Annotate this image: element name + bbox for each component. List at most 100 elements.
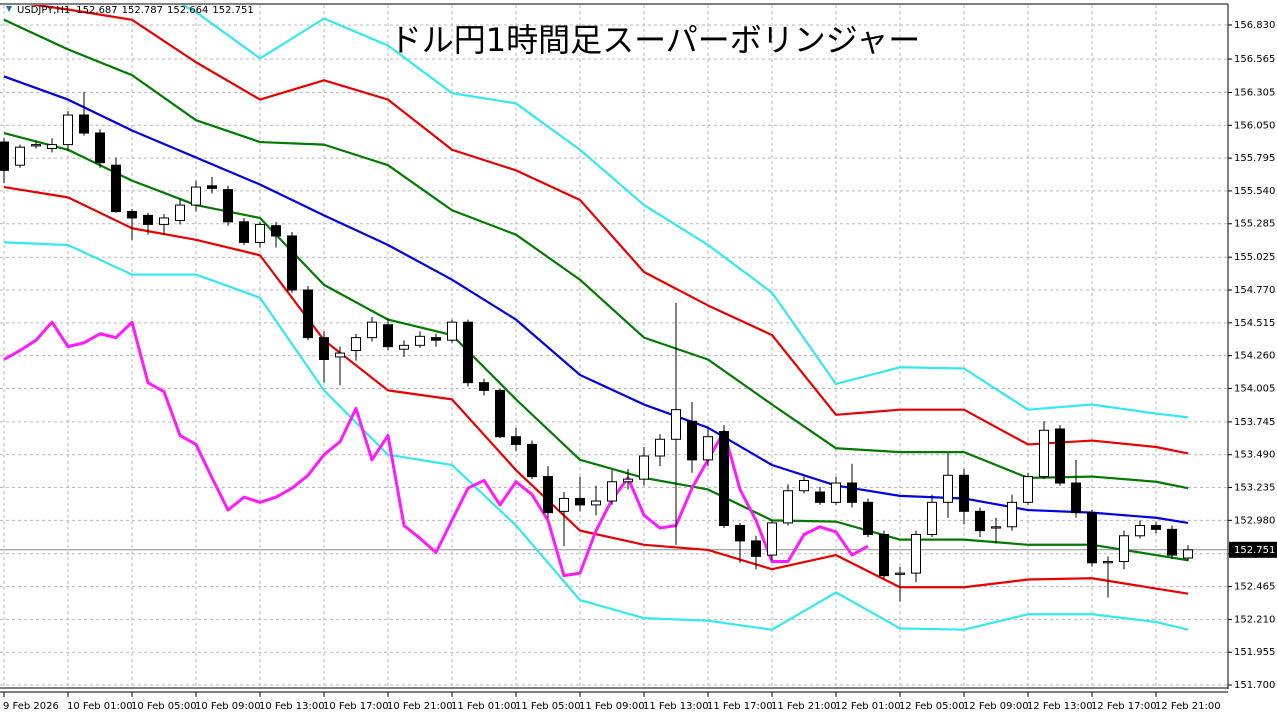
x-tick-label: 12 Feb 13:00 [1027, 701, 1093, 712]
x-tick-label: 12 Feb 21:00 [1155, 701, 1221, 712]
candle-body [559, 497, 569, 512]
x-tick-label: 10 Feb 05:00 [131, 701, 197, 712]
x-tick-label: 11 Feb 21:00 [771, 701, 837, 712]
candle-body [639, 455, 649, 480]
band-line [180, 5, 1189, 419]
candle-body [351, 337, 361, 351]
y-tick-label: 154.515 [1234, 318, 1275, 329]
y-tick-label: 155.285 [1234, 219, 1275, 230]
candle-body [831, 482, 841, 503]
candle-body [1007, 501, 1017, 528]
candle-body [751, 540, 761, 557]
y-tick-label: 152.980 [1234, 515, 1275, 526]
axes: 156.830 156.565 156.305 156.050 155.795 155.5… [0, 3, 1277, 712]
y-tick-label: 152.210 [1234, 614, 1275, 625]
candle-body [879, 533, 889, 577]
y-tick-label: 155.540 [1234, 186, 1275, 197]
band-line [3, 18, 1189, 490]
candle-body [1087, 512, 1097, 564]
band-line [28, 5, 1189, 455]
candle-body [591, 500, 601, 506]
candle-body [1183, 549, 1193, 559]
candle-body [367, 321, 377, 339]
y-tick-label: 151.700 [1234, 680, 1275, 691]
candle-body [1103, 561, 1113, 564]
grid [0, 5, 1228, 688]
candle-body [927, 501, 937, 535]
y-tick-label: 156.050 [1234, 120, 1275, 131]
band-line [3, 75, 1189, 524]
x-tick-label: 12 Feb 09:00 [963, 701, 1029, 712]
x-tick-label: 11 Feb 13:00 [643, 701, 709, 712]
candle-body [447, 321, 457, 341]
candle-body [847, 482, 857, 503]
candle-body [623, 478, 633, 483]
x-tick-label: 10 Feb 09:00 [195, 701, 261, 712]
candle-body [335, 352, 345, 358]
candle-body [783, 490, 793, 524]
candle-body [15, 146, 25, 166]
candle-body [175, 204, 185, 222]
candle-body [63, 114, 73, 146]
candle-body [191, 186, 201, 206]
candle-body [799, 479, 809, 492]
price-label: 152.751 [1234, 545, 1275, 556]
candle-body [415, 335, 425, 346]
x-tick-label: 11 Feb 01:00 [451, 701, 517, 712]
candle-body [111, 164, 121, 213]
candle-body [991, 526, 1001, 529]
candle-body [703, 436, 713, 461]
symbol-icon [6, 6, 12, 12]
x-tick-label: 11 Feb 05:00 [515, 701, 581, 712]
x-tick-label: 10 Feb 01:00 [67, 701, 133, 712]
candle-body [511, 436, 521, 445]
candle-body [31, 144, 41, 147]
candle-body [671, 409, 681, 440]
y-tick-label: 153.490 [1234, 450, 1275, 461]
candle-body [95, 132, 105, 164]
candle-body [207, 185, 217, 189]
close-value: 152.751 [212, 5, 253, 16]
y-tick-label: 151.955 [1234, 647, 1275, 658]
x-tick-label: 12 Feb 17:00 [1091, 701, 1157, 712]
price-label-box [1229, 541, 1277, 558]
candle-body [1135, 524, 1145, 537]
y-tick-label: 155.795 [1234, 153, 1275, 164]
open-value: 152.687 [76, 5, 117, 16]
candle-body [687, 420, 697, 461]
candle-body [1071, 482, 1081, 514]
y-tick-label: 153.235 [1234, 483, 1275, 494]
high-value: 152.787 [122, 5, 163, 16]
candle-body [895, 572, 905, 575]
candle-body [735, 524, 745, 542]
candle-body [975, 510, 985, 532]
x-tick-label: 11 Feb 17:00 [707, 701, 773, 712]
candle-body [943, 474, 953, 503]
candle-body [463, 321, 473, 384]
y-tick-label: 156.565 [1234, 54, 1275, 65]
x-tick-label: 10 Feb 21:00 [387, 701, 453, 712]
candle-body [399, 344, 409, 350]
candle-body [719, 431, 729, 526]
plot-area [0, 5, 1228, 631]
candle-body [0, 141, 9, 171]
candle-body [815, 491, 825, 503]
candle-body [1151, 524, 1161, 530]
x-tick-label: 10 Feb 13:00 [259, 701, 325, 712]
candle-body [47, 144, 57, 149]
candle-body [223, 189, 233, 223]
y-tick-label: 155.025 [1234, 252, 1275, 263]
y-tick-label: 154.260 [1234, 351, 1275, 362]
y-tick-label: 154.770 [1234, 285, 1275, 296]
y-tick-label: 154.005 [1234, 383, 1275, 394]
chart-title: ドル円1時間足スーパーボリンジャー [390, 21, 920, 59]
candle-body [303, 289, 313, 339]
candle-body [655, 438, 665, 457]
x-tick-label: 12 Feb 01:00 [835, 701, 901, 712]
candle-body [1039, 429, 1049, 478]
candle-body [607, 481, 617, 502]
candle-body [911, 533, 921, 574]
candle-body [1167, 528, 1177, 556]
